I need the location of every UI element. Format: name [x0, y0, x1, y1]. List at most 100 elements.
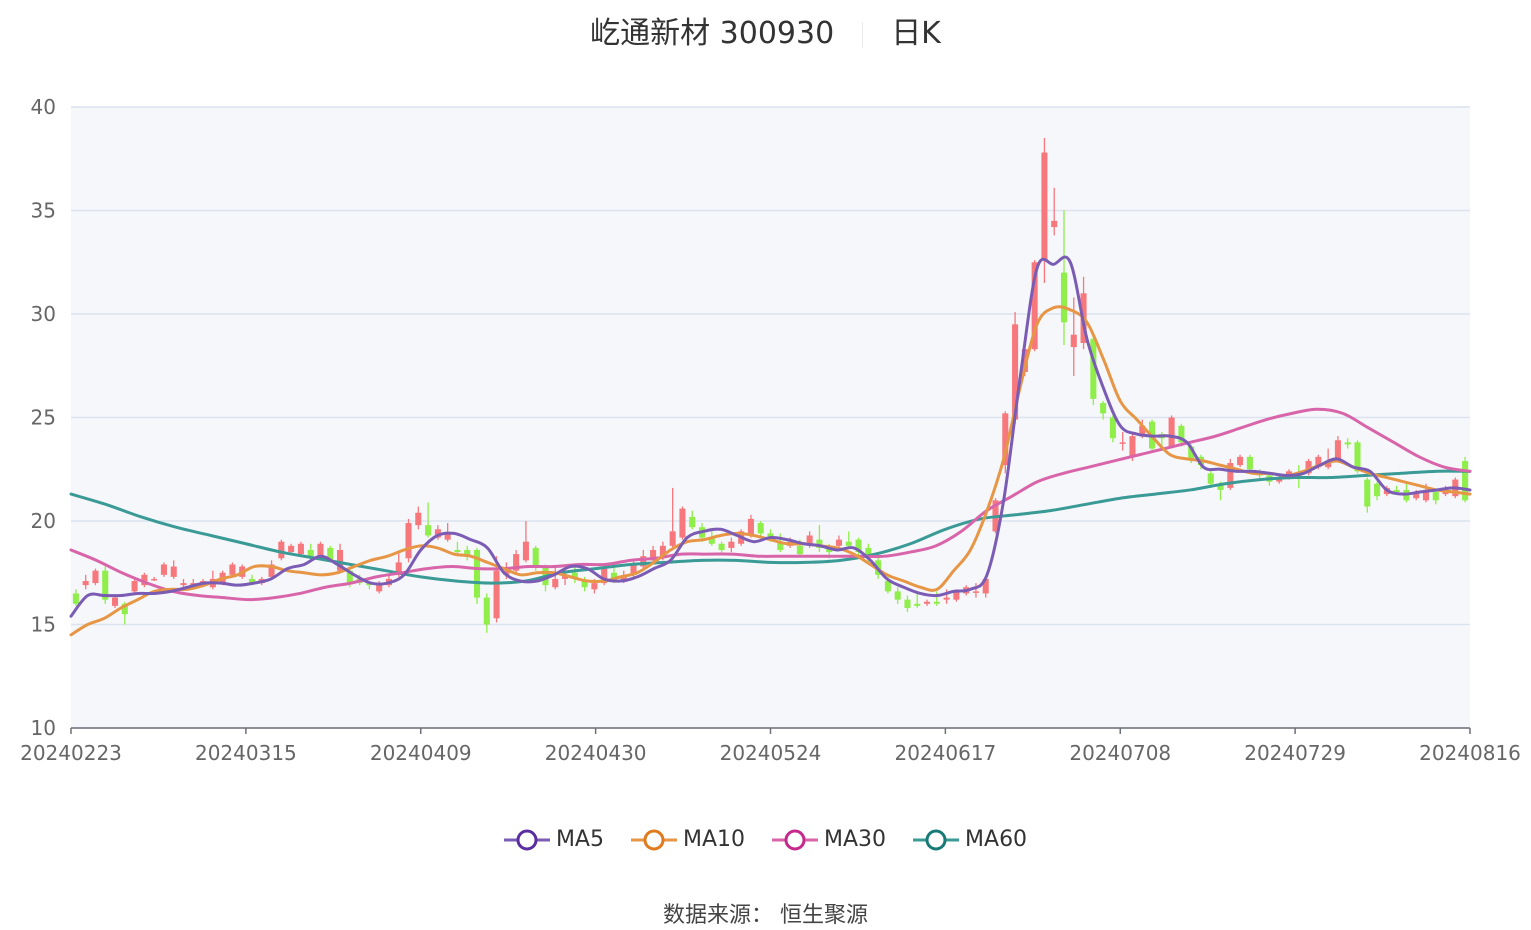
x-tick-label: 20240315	[195, 741, 297, 765]
candle-body	[1129, 436, 1136, 457]
candle	[552, 566, 559, 590]
y-tick-label: 20	[31, 509, 56, 533]
candle	[1090, 336, 1097, 406]
candle-body	[121, 603, 128, 615]
candle-body	[610, 572, 618, 582]
candle	[933, 591, 940, 606]
candle-body	[806, 535, 813, 544]
candle	[483, 593, 490, 633]
candle-body	[1031, 262, 1038, 350]
legend-item-ma5[interactable]: MA5	[503, 827, 604, 852]
legend-item-ma60[interactable]: MA60	[913, 827, 1027, 852]
legend-marker-ma10	[630, 829, 677, 850]
candle-body	[982, 578, 989, 594]
candle-body	[816, 539, 823, 548]
candle-body	[248, 578, 256, 584]
candle-body	[72, 593, 79, 604]
y-tick-label: 35	[31, 199, 56, 223]
candle	[337, 543, 344, 573]
candle-body	[1344, 442, 1351, 445]
candle	[1374, 481, 1381, 501]
candle-body	[1462, 460, 1469, 501]
ma10-line	[69, 305, 1472, 637]
legend-item-ma10[interactable]: MA10	[630, 827, 745, 852]
legend-label-ma5: MA5	[555, 827, 604, 852]
y-tick-label: 40	[31, 95, 56, 119]
candle	[1178, 423, 1185, 447]
candle-body	[395, 562, 402, 575]
x-axis: 20240223 20240315 20240409 20240430 20240524…	[20, 727, 1521, 765]
candle-body	[229, 564, 236, 575]
candle	[434, 525, 441, 540]
x-tick-label: 20240430	[545, 741, 647, 765]
candle-body	[943, 597, 950, 600]
candle-body	[1227, 463, 1234, 488]
candle-body	[1285, 471, 1293, 476]
candle	[855, 537, 862, 557]
x-tick-label: 20240816	[1419, 741, 1521, 765]
candle	[845, 531, 852, 548]
ma60-line	[69, 469, 1472, 585]
candle-body	[972, 591, 979, 593]
candle	[1246, 454, 1253, 472]
x-tick-label: 20240524	[720, 741, 822, 765]
chart-title-name: 屹通新材 300930	[590, 16, 835, 51]
candle-body	[1002, 413, 1009, 466]
legend-item-ma30[interactable]: MA30	[772, 827, 886, 852]
candle-body	[1188, 446, 1195, 459]
candle	[180, 578, 187, 588]
candle-body	[532, 547, 539, 567]
candle	[894, 587, 901, 604]
candle	[923, 599, 931, 606]
legend: MA5 MA10 MA30 MA60	[0, 827, 1531, 857]
candle	[160, 562, 167, 577]
candle-body	[131, 581, 138, 592]
candle-body	[473, 549, 481, 598]
candle-body	[747, 518, 754, 536]
candle	[1432, 489, 1439, 505]
y-tick-label: 15	[31, 613, 56, 637]
candle	[72, 589, 79, 606]
candle	[102, 566, 109, 604]
candle-body	[317, 543, 324, 557]
candle-body	[601, 568, 608, 584]
candle	[816, 525, 823, 553]
candle-body	[1432, 492, 1439, 501]
candle-body	[1422, 489, 1430, 501]
candle-body	[689, 516, 696, 528]
candle-body	[659, 545, 666, 559]
candle-body	[894, 591, 901, 600]
candle-body	[1070, 334, 1077, 348]
candle-body	[268, 564, 275, 577]
candle	[1002, 411, 1009, 474]
candle	[1119, 431, 1126, 451]
candle-body	[650, 549, 657, 561]
candle-body	[1021, 349, 1028, 372]
candle	[904, 595, 911, 613]
candle-body	[1364, 479, 1371, 507]
candle	[728, 537, 735, 553]
candle-body	[425, 525, 432, 536]
candle	[1462, 456, 1469, 503]
y-axis: 10 15 20 25 30 35 40	[31, 95, 56, 740]
chart-title-period: 日K	[891, 16, 941, 51]
candle-body	[1178, 425, 1185, 443]
candle-body	[160, 564, 167, 575]
candle	[278, 539, 285, 561]
candle-body	[855, 539, 862, 553]
x-tick-label: 20240409	[370, 741, 472, 765]
candle	[1227, 458, 1234, 490]
candle	[522, 521, 529, 563]
candle	[1168, 415, 1175, 449]
candle-body	[1051, 220, 1058, 228]
candle-body	[141, 574, 148, 586]
candle-body	[953, 591, 960, 600]
candle	[151, 576, 158, 582]
x-tick-label: 20240708	[1069, 741, 1171, 765]
candle-body	[1041, 152, 1048, 261]
candle-body	[454, 549, 461, 553]
candle-body	[503, 570, 510, 575]
ma30-line	[69, 407, 1472, 602]
candle	[689, 510, 696, 530]
